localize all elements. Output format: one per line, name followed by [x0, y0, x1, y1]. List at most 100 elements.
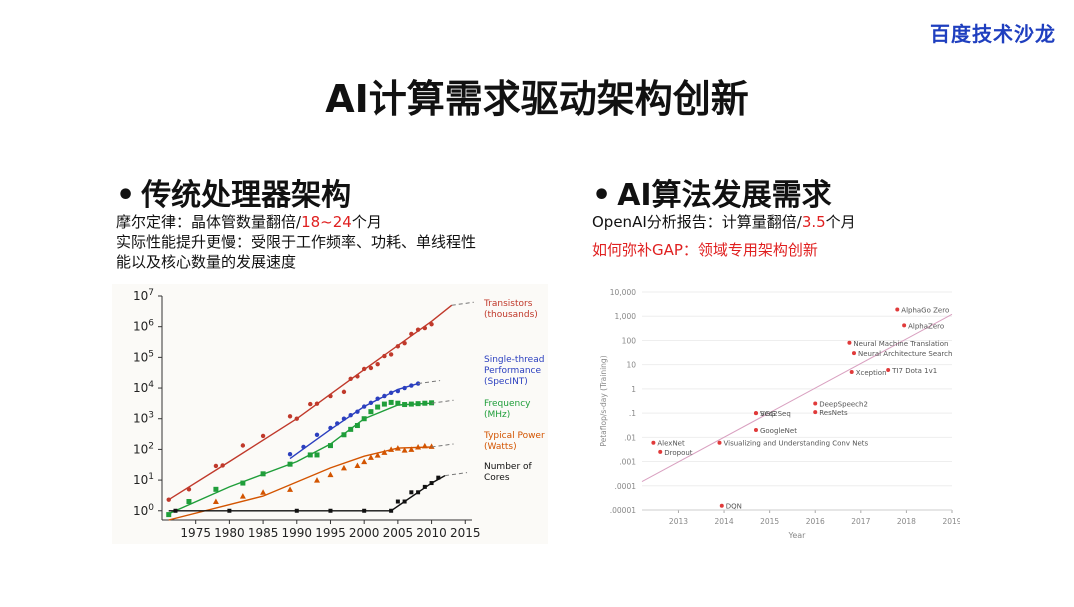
series-label: Single-thread	[484, 355, 544, 365]
series-label: (Watts)	[484, 442, 517, 452]
data-point	[340, 464, 347, 471]
data-point	[308, 401, 313, 407]
x-tick-label: 2015	[760, 517, 779, 526]
left-line-1: 摩尔定律：晶体管数量翻倍/18~24个月	[116, 213, 382, 231]
data-point	[402, 340, 407, 346]
y-tick-label: 105	[133, 349, 154, 364]
data-point	[186, 487, 192, 492]
data-point	[395, 344, 401, 349]
data-point	[240, 443, 246, 448]
series-label: (SpecINT)	[484, 377, 528, 387]
right-heading-text: AI算法发展需求	[617, 178, 832, 213]
left-text: 摩尔定律：晶体管数量翻倍/18~24个月 实际性能提升更慢：受限于工作频率、功耗…	[116, 212, 476, 272]
x-tick-label: 2013	[669, 517, 688, 526]
y-tick-label: 10,000	[610, 288, 636, 297]
data-point	[314, 401, 320, 406]
data-point	[361, 404, 367, 409]
dashed-extrapolation	[451, 301, 474, 306]
slide-title: AI计算需求驱动架构创新	[325, 77, 749, 121]
x-tick-label: 2017	[851, 517, 870, 526]
data-point	[388, 390, 394, 395]
point-label: GoogleNet	[760, 427, 797, 435]
data-point	[361, 458, 368, 465]
data-point	[651, 440, 656, 445]
data-point	[895, 307, 900, 312]
data-point	[294, 508, 299, 513]
data-point	[753, 411, 758, 416]
moore-law-chart: 1975 1980 1985 1990 1995 2000 2005 2010 2015 100 1…	[112, 284, 548, 544]
data-point	[220, 463, 225, 468]
data-point	[341, 432, 347, 438]
trend-line-series-4	[168, 474, 446, 512]
data-point	[361, 416, 367, 422]
point-label: Xception	[856, 369, 887, 377]
y-tick-label: 1,000	[615, 312, 637, 321]
data-point	[402, 499, 407, 504]
data-point	[395, 400, 401, 406]
data-point	[375, 361, 380, 367]
data-point	[166, 497, 171, 502]
data-point	[368, 400, 374, 406]
y-tick-label: 106	[133, 319, 154, 334]
dashed-extrapolation	[418, 380, 441, 385]
trend-line-series-3	[168, 446, 432, 521]
data-point	[348, 376, 353, 382]
data-point	[381, 401, 387, 407]
series-label: Typical Power	[483, 431, 545, 441]
data-point	[408, 401, 414, 407]
y-tick-label: 100	[133, 503, 154, 518]
series-label: Frequency	[484, 399, 531, 409]
data-point	[388, 352, 394, 357]
data-point	[362, 508, 367, 513]
y-tick-label: .1	[629, 409, 636, 418]
data-point	[260, 471, 266, 477]
x-tick-label: 1990	[282, 526, 313, 540]
data-point	[287, 451, 293, 457]
trend-line-series-2	[168, 402, 432, 515]
data-point	[388, 446, 395, 452]
y-tick-label: 102	[133, 441, 154, 456]
left-line-3: 能以及核心数量的发展速度	[116, 253, 297, 271]
series-label: Cores	[484, 473, 510, 483]
brand-logo: 百度技术沙龙	[930, 22, 1056, 46]
data-point	[327, 443, 333, 449]
data-point	[849, 369, 854, 374]
y-tick-label: 10	[626, 361, 636, 370]
x-axis-label: Year	[788, 531, 807, 540]
trend-line	[641, 313, 953, 482]
data-point	[429, 322, 434, 327]
bullet-icon: •	[592, 178, 612, 213]
data-point	[409, 490, 414, 495]
x-tick-label: 2010	[416, 526, 447, 540]
point-label: AlphaGo Zero	[901, 306, 949, 314]
data-point	[260, 433, 266, 439]
data-point	[416, 490, 421, 495]
data-point	[212, 498, 219, 505]
data-point	[382, 353, 387, 359]
data-point	[368, 409, 374, 415]
x-tick-label: 2018	[897, 517, 916, 526]
data-point	[382, 393, 387, 399]
y-tick-label: 107	[133, 288, 154, 303]
data-point	[307, 452, 313, 458]
data-point	[341, 389, 347, 395]
data-point	[851, 351, 856, 356]
data-point	[422, 325, 428, 331]
data-point	[294, 416, 299, 421]
y-tick-label: .00001	[610, 506, 636, 515]
data-point	[368, 365, 374, 371]
ai-compute-chart: 10,000 1,000 100 10 1 .1 .01 .001 .0001 .00001 201…	[592, 284, 962, 544]
series-label: Transistors	[483, 299, 533, 309]
dashed-extrapolation	[431, 399, 454, 404]
moore-law-chart-svg: 1975 1980 1985 1990 1995 2000 2005 2010 2015 100 1…	[133, 288, 545, 540]
data-point	[213, 486, 219, 492]
data-point	[395, 499, 400, 504]
y-tick-label: 100	[622, 336, 637, 345]
series-label: (thousands)	[484, 310, 538, 320]
point-label: VGG	[760, 410, 776, 418]
data-point	[381, 449, 388, 455]
data-point	[658, 449, 663, 454]
data-point	[415, 327, 421, 332]
data-point	[409, 331, 414, 337]
data-point	[428, 443, 435, 449]
